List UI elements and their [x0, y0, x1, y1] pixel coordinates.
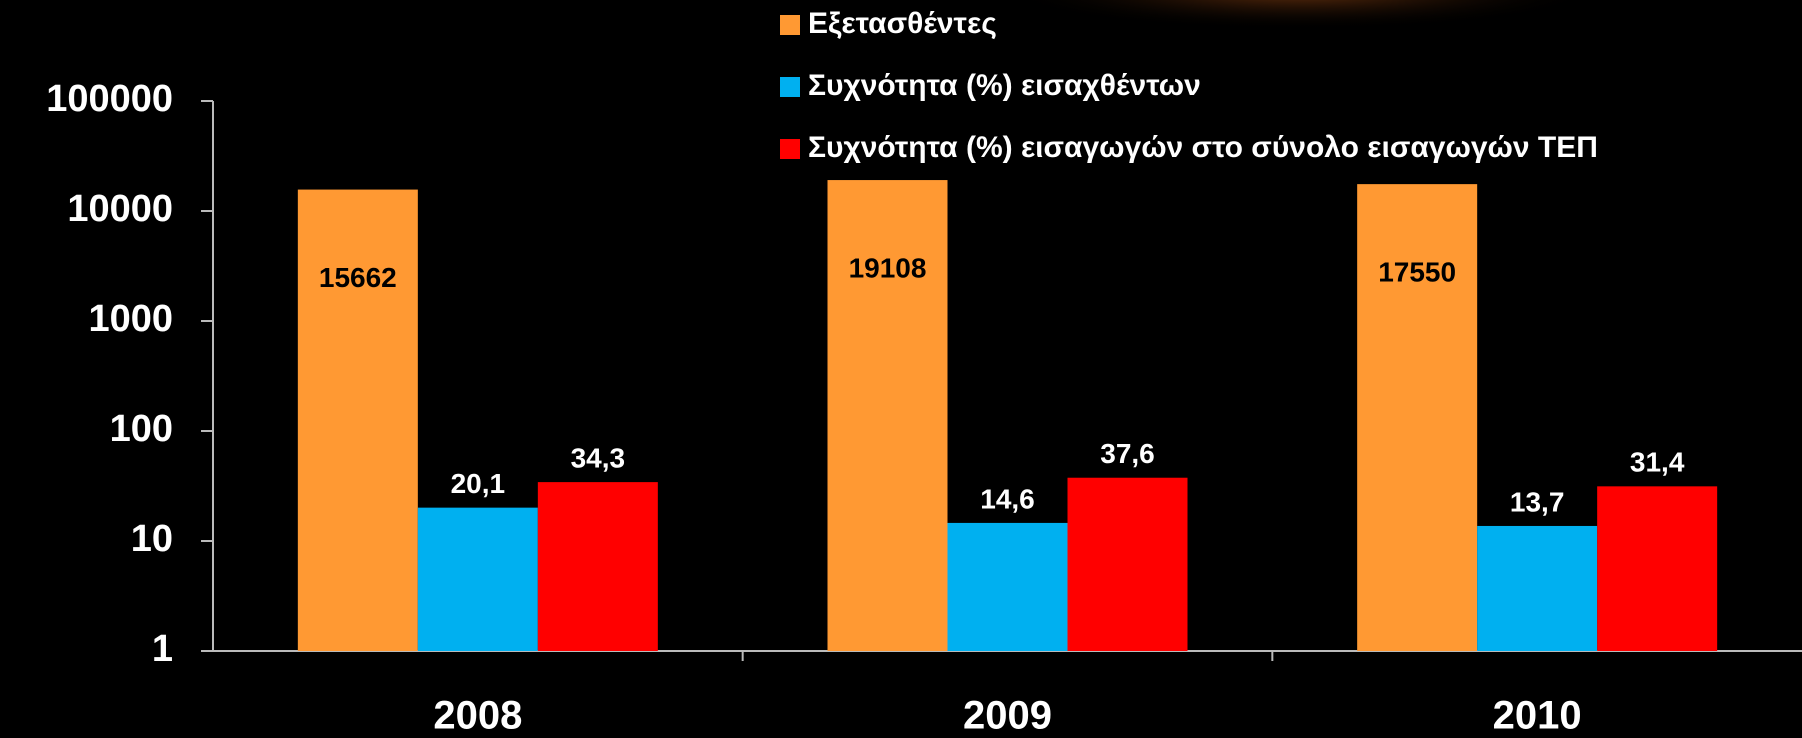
data-label: 14,6 [980, 483, 1035, 514]
data-label: 37,6 [1100, 438, 1155, 469]
bar [537, 482, 658, 651]
legend-label: Εξετασθέντες [808, 7, 997, 40]
y-tick-label: 1000 [88, 298, 173, 340]
y-tick-label: 10 [131, 518, 173, 560]
data-label: 17550 [1378, 257, 1456, 288]
data-label: 19108 [849, 252, 927, 283]
legend-swatch [780, 77, 800, 97]
bar [417, 507, 538, 651]
data-label: 31,4 [1630, 447, 1685, 478]
data-label: 13,7 [1510, 486, 1565, 517]
legend-swatch [780, 15, 800, 35]
legend-label: Συχνότητα (%) εισαγωγών στο σύνολο εισαγ… [808, 131, 1598, 164]
y-tick-label: 100 [110, 408, 173, 450]
x-tick-label: 2009 [963, 694, 1052, 738]
x-tick-label: 2008 [433, 694, 522, 738]
y-tick-label: 1 [152, 628, 173, 670]
y-tick-label: 10000 [67, 188, 173, 230]
bar [1597, 486, 1718, 651]
y-tick-label: 100000 [46, 78, 173, 120]
data-label: 15662 [319, 262, 397, 293]
bar [1067, 477, 1188, 651]
bar [1357, 184, 1478, 651]
data-label: 34,3 [571, 443, 626, 474]
glow [1009, 0, 1591, 30]
x-tick-label: 2010 [1493, 694, 1582, 738]
legend-swatch [780, 139, 800, 159]
legend-label: Συχνότητα (%) εισαχθέντων [808, 69, 1201, 102]
bar [1477, 525, 1598, 651]
bar [297, 189, 418, 651]
bar [827, 180, 948, 651]
data-label: 20,1 [451, 468, 506, 499]
bar [947, 522, 1068, 651]
